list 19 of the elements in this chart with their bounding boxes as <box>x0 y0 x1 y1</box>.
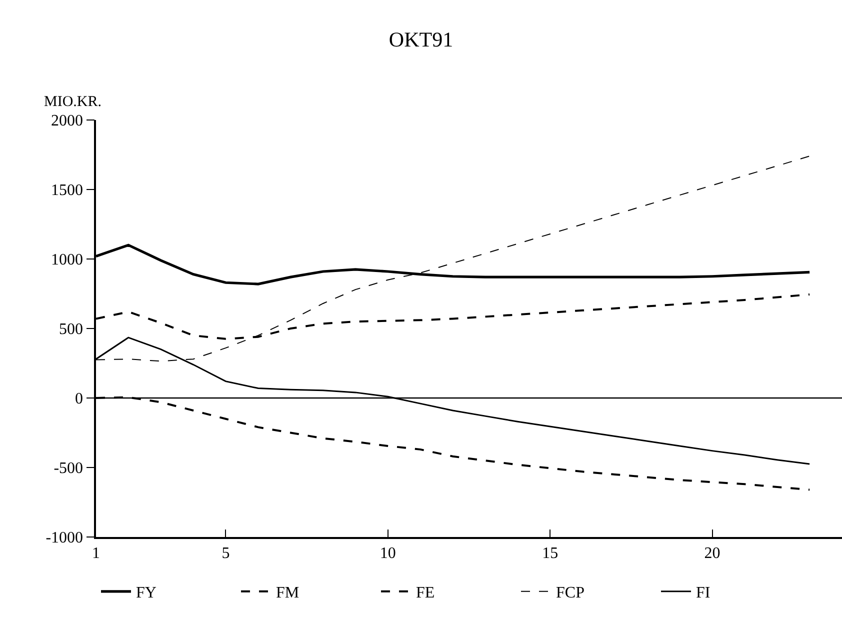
y-tick-label: 1500 <box>51 182 84 200</box>
legend-label: FI <box>696 584 710 602</box>
x-tick-label: 5 <box>222 544 230 562</box>
x-tick-label: 10 <box>380 544 396 562</box>
y-tick-label: 1000 <box>51 252 84 269</box>
x-tick-label: 1 <box>92 544 100 562</box>
legend-label: FY <box>136 584 157 602</box>
chart-title: OKT91 <box>388 27 454 52</box>
y-tick-label: 0 <box>75 390 84 408</box>
legend-label: FE <box>416 584 435 602</box>
y-tick-label: 500 <box>59 321 84 338</box>
y-tick-label: -1000 <box>46 530 84 547</box>
x-tick-label: 20 <box>704 544 720 562</box>
y-axis-title: MIO.KR. <box>44 94 102 110</box>
x-tick-label: 15 <box>542 544 558 562</box>
legend-label: FCP <box>556 584 585 602</box>
y-tick-label: 2000 <box>51 112 84 130</box>
y-tick-label: -500 <box>54 460 84 478</box>
legend-label: FM <box>276 584 300 602</box>
